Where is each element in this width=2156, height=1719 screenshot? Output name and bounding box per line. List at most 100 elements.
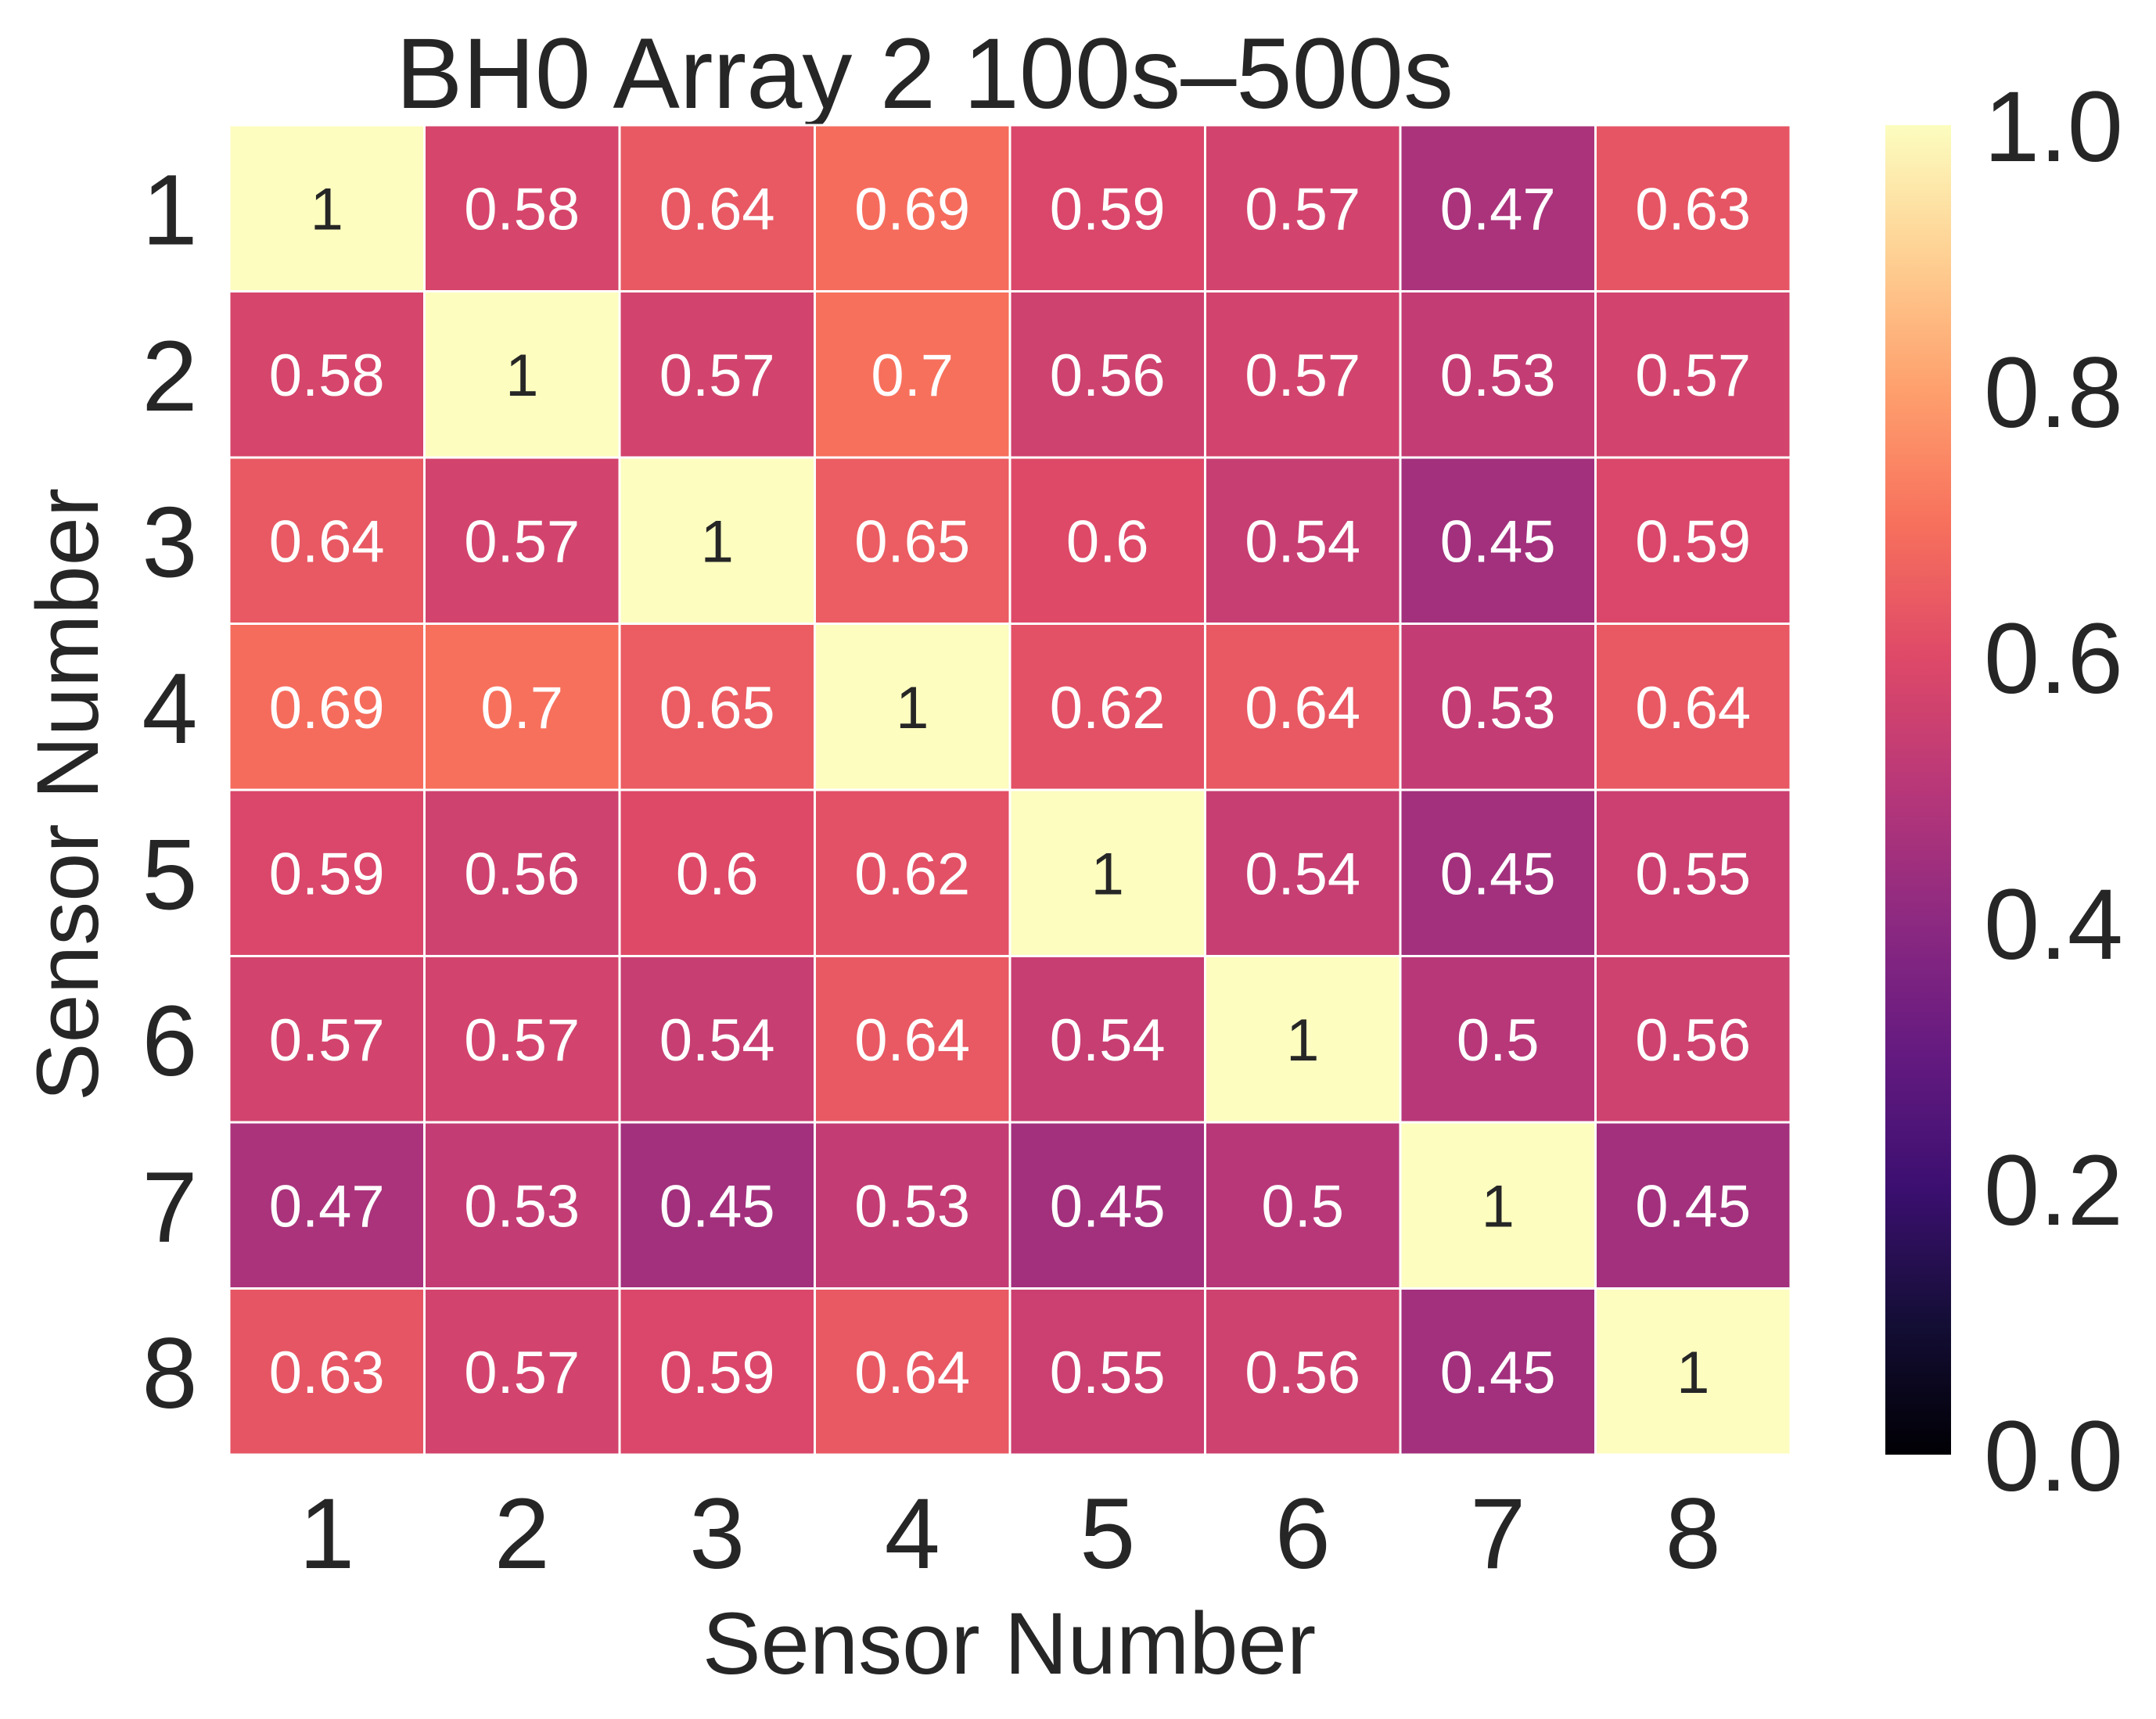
cell-value-label: 1 — [1286, 1007, 1319, 1074]
heatmap-cell — [423, 456, 621, 625]
x-tick-label: 3 — [689, 1478, 745, 1590]
y-tick-label: 2 — [142, 321, 197, 432]
x-tick-label: 2 — [494, 1478, 550, 1590]
heatmap-cell — [618, 456, 816, 625]
cell-value-label: 0.65 — [659, 675, 775, 741]
heatmap-cell — [423, 955, 621, 1124]
heatmap-cell — [618, 124, 816, 292]
heatmap-cell — [618, 955, 816, 1124]
heatmap-cell — [1399, 456, 1597, 625]
x-axis-ticks: 1 2 3 4 5 6 7 8 — [299, 1478, 1721, 1590]
cell-value-label: 0.64 — [854, 1340, 970, 1406]
heatmap-cell — [1594, 788, 1792, 957]
heatmap-cell — [423, 290, 621, 459]
heatmap-cell — [1204, 788, 1402, 957]
cell-value-label: 1 — [1091, 841, 1124, 907]
cell-value-label: 0.59 — [1050, 176, 1166, 242]
cell-value-label: 0.57 — [464, 1007, 580, 1074]
cell-value-label: 0.59 — [269, 841, 385, 907]
colorbar-tick-label: 0.4 — [1984, 869, 2123, 981]
y-tick-label: 3 — [142, 486, 197, 598]
x-tick-label: 1 — [299, 1478, 354, 1590]
heatmap-cell — [1594, 124, 1792, 292]
cell-value-label: 1 — [896, 675, 929, 741]
cell-value-label: 0.64 — [659, 176, 775, 242]
heatmap-cell — [1204, 955, 1402, 1124]
cell-value-label: 0.53 — [1440, 675, 1556, 741]
cell-value-label: 0.45 — [1440, 841, 1556, 907]
heatmap-cell — [814, 290, 1012, 459]
cell-value-label: 0.64 — [854, 1007, 970, 1074]
cell-value-label: 0.56 — [1050, 343, 1166, 409]
cell-value-label: 0.57 — [659, 343, 775, 409]
heatmap-cell — [228, 1121, 426, 1290]
heatmap-cell — [1008, 456, 1206, 625]
cell-value-label: 0.56 — [1245, 1340, 1360, 1406]
cell-value-label: 0.5 — [1261, 1173, 1344, 1240]
cell-value-label: 0.45 — [1050, 1173, 1166, 1240]
heatmap-cell — [814, 623, 1012, 791]
heatmap-cell — [1204, 124, 1402, 292]
heatmap-cell — [228, 456, 426, 625]
cell-value-label: 0.54 — [1245, 841, 1360, 907]
x-tick-label: 4 — [885, 1478, 940, 1590]
cell-value-label: 0.64 — [1635, 675, 1751, 741]
cell-value-label: 0.6 — [1066, 508, 1149, 575]
heatmap-cell — [618, 1287, 816, 1456]
y-tick-label: 4 — [142, 653, 197, 765]
cell-value-label: 0.69 — [269, 675, 385, 741]
cell-value-label: 0.57 — [1635, 343, 1751, 409]
cell-value-label: 0.45 — [1635, 1173, 1751, 1240]
heatmap-cell — [1594, 456, 1792, 625]
heatmap-cell — [814, 1287, 1012, 1456]
heatmap-cell — [1399, 623, 1597, 791]
heatmap-cell — [1399, 788, 1597, 957]
colorbar-tick-label: 0.8 — [1984, 337, 2123, 449]
y-tick-label: 8 — [142, 1318, 197, 1430]
heatmap-cell — [228, 124, 426, 292]
heatmap-cell — [1204, 1287, 1402, 1456]
cell-value-label: 0.54 — [1050, 1007, 1166, 1074]
heatmap-cell — [814, 124, 1012, 292]
heatmap-cell — [423, 1287, 621, 1456]
y-tick-label: 5 — [142, 819, 197, 931]
heatmap-cell — [1008, 788, 1206, 957]
x-tick-label: 6 — [1275, 1478, 1331, 1590]
heatmap-cell — [618, 788, 816, 957]
x-tick-label: 5 — [1080, 1478, 1135, 1590]
cell-value-label: 0.45 — [1440, 1340, 1556, 1406]
cell-value-label: 0.53 — [854, 1173, 970, 1240]
y-tick-label: 7 — [142, 1151, 197, 1263]
y-tick-label: 6 — [142, 985, 197, 1097]
heatmap-cell — [228, 1287, 426, 1456]
colorbar-tick-label: 0.2 — [1984, 1135, 2123, 1247]
cell-value-label: 0.65 — [854, 508, 970, 575]
heatmap-cell — [228, 623, 426, 791]
heatmap-cell — [814, 788, 1012, 957]
colorbar — [1885, 125, 1951, 1455]
heatmap-cell — [618, 1121, 816, 1290]
heatmap-cell — [1594, 1121, 1792, 1290]
heatmap-cell — [423, 1121, 621, 1290]
cell-value-label: 0.58 — [464, 176, 580, 242]
cell-value-label: 0.63 — [1635, 176, 1751, 242]
cell-value-label: 0.5 — [1457, 1007, 1540, 1074]
cell-value-label: 0.7 — [871, 343, 954, 409]
colorbar-tick-label: 0.6 — [1984, 603, 2123, 715]
y-axis-label: Sensor Number — [19, 488, 117, 1101]
heatmap-cell — [1008, 623, 1206, 791]
cell-value-label: 0.57 — [464, 508, 580, 575]
cell-value-label: 0.62 — [854, 841, 970, 907]
heatmap-cell — [1594, 1287, 1792, 1456]
cell-value-label: 0.53 — [464, 1173, 580, 1240]
chart-title: BH0 Array 2 100s–500s — [396, 18, 1454, 130]
heatmap-cell — [1399, 1121, 1597, 1290]
heatmap-cell — [1008, 1287, 1206, 1456]
heatmap-cell — [1008, 1121, 1206, 1290]
cell-value-label: 0.7 — [480, 675, 563, 741]
cell-value-label: 0.69 — [854, 176, 970, 242]
cell-value-label: 1 — [1482, 1173, 1515, 1240]
heatmap-cell — [1594, 290, 1792, 459]
heatmap-cell — [1204, 456, 1402, 625]
heatmap-cell — [618, 623, 816, 791]
